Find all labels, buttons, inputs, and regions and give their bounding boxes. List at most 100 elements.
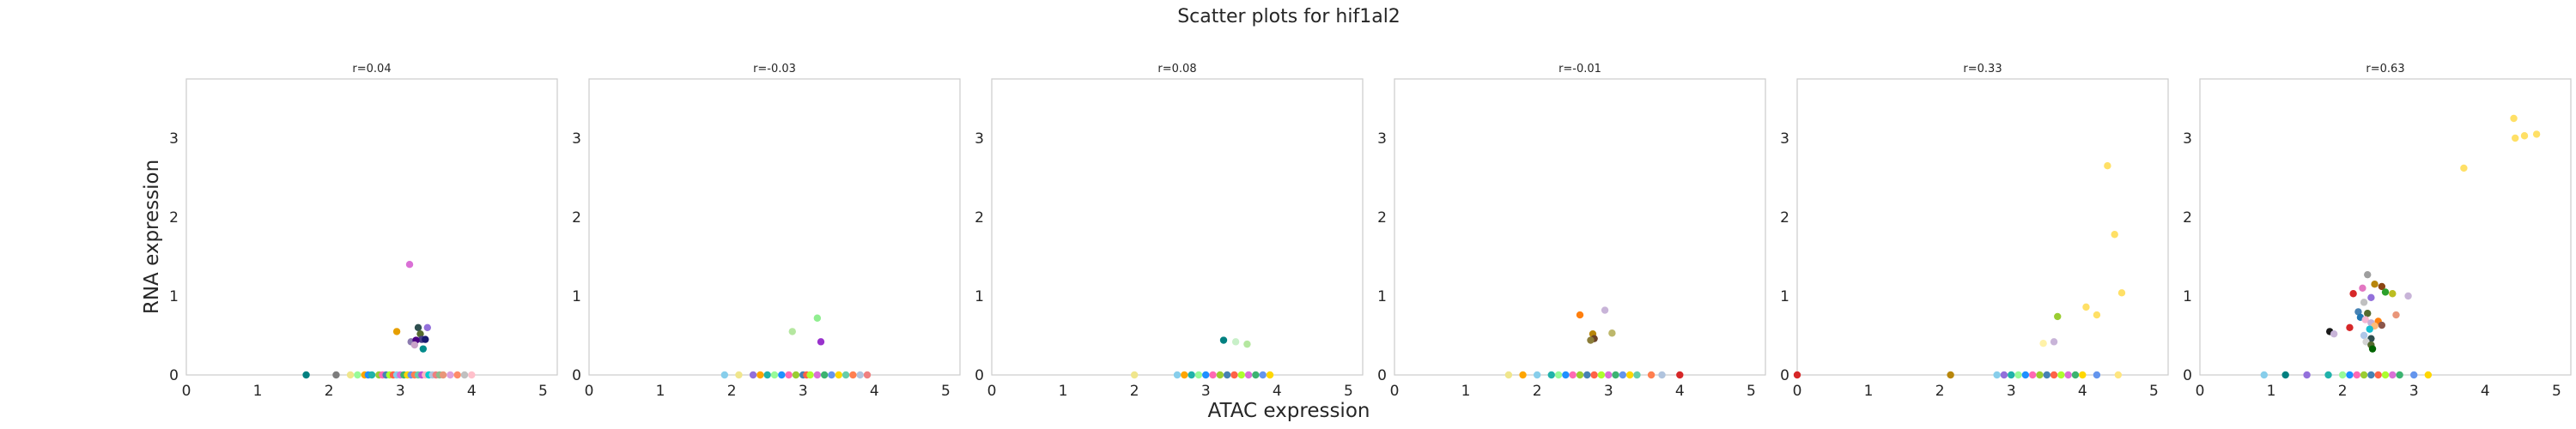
scatter-point xyxy=(2260,371,2268,379)
x-tick-label: 1 xyxy=(253,383,263,400)
scatter-point xyxy=(416,329,424,338)
scatter-point xyxy=(1619,371,1627,379)
scatter-point xyxy=(820,371,829,379)
scatter-point xyxy=(2338,371,2347,379)
scatter-point xyxy=(2346,371,2354,379)
y-tick-label: 1 xyxy=(1780,288,1789,305)
scatter-point xyxy=(2410,371,2418,379)
y-tick-label: 3 xyxy=(572,130,581,148)
scatter-point xyxy=(2043,371,2050,379)
x-tick-label: 3 xyxy=(396,383,405,400)
y-tick-label: 3 xyxy=(1780,130,1789,148)
scatter-point xyxy=(2079,371,2087,379)
scatter-point xyxy=(2303,371,2311,379)
y-tick-label: 2 xyxy=(1780,209,1789,227)
y-tick-label: 0 xyxy=(1780,367,1789,384)
scatter-point xyxy=(405,261,414,269)
x-tick-label: 3 xyxy=(2007,383,2016,400)
y-tick-label: 0 xyxy=(2183,367,2192,384)
scatter-point xyxy=(2389,371,2397,379)
scatter-point xyxy=(1625,371,1634,379)
scatter-point xyxy=(354,371,361,379)
x-tick-label: 1 xyxy=(1864,383,1874,400)
scatter-point xyxy=(2364,270,2372,279)
scatter-point xyxy=(1259,371,1267,379)
scatter-point xyxy=(2378,321,2386,329)
scatter-point xyxy=(1243,340,1251,348)
x-tick-label: 0 xyxy=(2196,383,2205,400)
scatter-point xyxy=(1590,371,1598,379)
scatter-point xyxy=(1194,371,1203,379)
scatter-point xyxy=(2404,292,2412,300)
x-tick-label: 1 xyxy=(1059,383,1068,400)
plot-frame xyxy=(1796,78,2169,376)
scatter-point xyxy=(1181,371,1188,379)
scatter-panel: r=-0.03 0 1 2 3 4 5 0 1 2 3 xyxy=(572,63,961,400)
scatter-point xyxy=(1237,371,1245,379)
x-tick-label: 0 xyxy=(1390,383,1400,400)
x-tick-label: 3 xyxy=(1604,383,1613,400)
scatter-point xyxy=(2532,130,2541,138)
scatter-point xyxy=(2378,282,2386,291)
x-tick-label: 4 xyxy=(2481,383,2490,400)
x-tick-label: 1 xyxy=(1461,383,1471,400)
scatter-point xyxy=(841,371,850,379)
scatter-point xyxy=(806,371,814,379)
scatter-point xyxy=(863,371,872,379)
scatter-point xyxy=(2353,371,2360,379)
panel-title: r=-0.03 xyxy=(753,63,796,76)
scatter-point xyxy=(2093,311,2101,319)
scatter-point xyxy=(439,371,447,379)
scatter-point xyxy=(2396,371,2403,379)
scatter-point xyxy=(2054,312,2062,321)
x-tick-label: 5 xyxy=(2552,383,2561,400)
scatter-point xyxy=(1244,371,1253,379)
scatter-point xyxy=(1130,371,1139,379)
scatter-point xyxy=(835,371,842,379)
y-tick-label: 1 xyxy=(1377,288,1387,305)
scatter-point xyxy=(2392,311,2400,319)
scatter-point xyxy=(1231,338,1240,346)
scatter-point xyxy=(2014,371,2022,379)
scatter-point xyxy=(1597,371,1606,379)
scatter-point xyxy=(1993,371,2001,379)
scatter-point xyxy=(468,371,476,379)
scatter-point xyxy=(2367,293,2375,302)
y-tick-label: 1 xyxy=(169,288,179,305)
x-tick-label: 2 xyxy=(325,383,334,400)
scatter-point xyxy=(410,341,419,349)
scatter-point xyxy=(1219,336,1228,344)
scatter-point xyxy=(2360,299,2368,306)
scatter-point xyxy=(788,328,796,335)
y-tick-label: 1 xyxy=(2183,288,2192,305)
scatter-point xyxy=(2324,371,2332,379)
scatter-point xyxy=(1223,371,1231,379)
plot-frame xyxy=(185,78,558,376)
scatter-point xyxy=(332,371,340,379)
scatter-point xyxy=(2036,371,2044,379)
scatter-point xyxy=(2104,162,2111,170)
scatter-point xyxy=(2346,323,2354,331)
scatter-point xyxy=(2361,316,2369,323)
scatter-point xyxy=(770,371,779,379)
scatter-point xyxy=(2381,288,2390,296)
scatter-point xyxy=(720,371,729,379)
scatter-point xyxy=(2366,325,2373,333)
x-tick-label: 5 xyxy=(538,383,548,400)
scatter-point xyxy=(2510,114,2518,123)
x-tick-label: 4 xyxy=(1273,383,1282,400)
x-tick-label: 3 xyxy=(2409,383,2419,400)
panel-title: r=0.63 xyxy=(2366,63,2404,76)
scatter-point xyxy=(2082,303,2090,311)
x-tick-label: 1 xyxy=(656,383,665,400)
scatter-point xyxy=(1647,371,1656,379)
y-tick-label: 0 xyxy=(572,367,581,384)
y-tick-label: 1 xyxy=(572,288,581,305)
scatter-point xyxy=(2360,371,2368,379)
scatter-point xyxy=(813,314,822,322)
y-tick-label: 3 xyxy=(169,130,179,148)
scatter-point xyxy=(2424,371,2433,379)
plot-frame xyxy=(1394,78,1766,376)
scatter-point xyxy=(785,371,793,379)
scatter-panel: r=-0.01 0 1 2 3 4 5 0 1 2 3 xyxy=(1377,63,1766,400)
